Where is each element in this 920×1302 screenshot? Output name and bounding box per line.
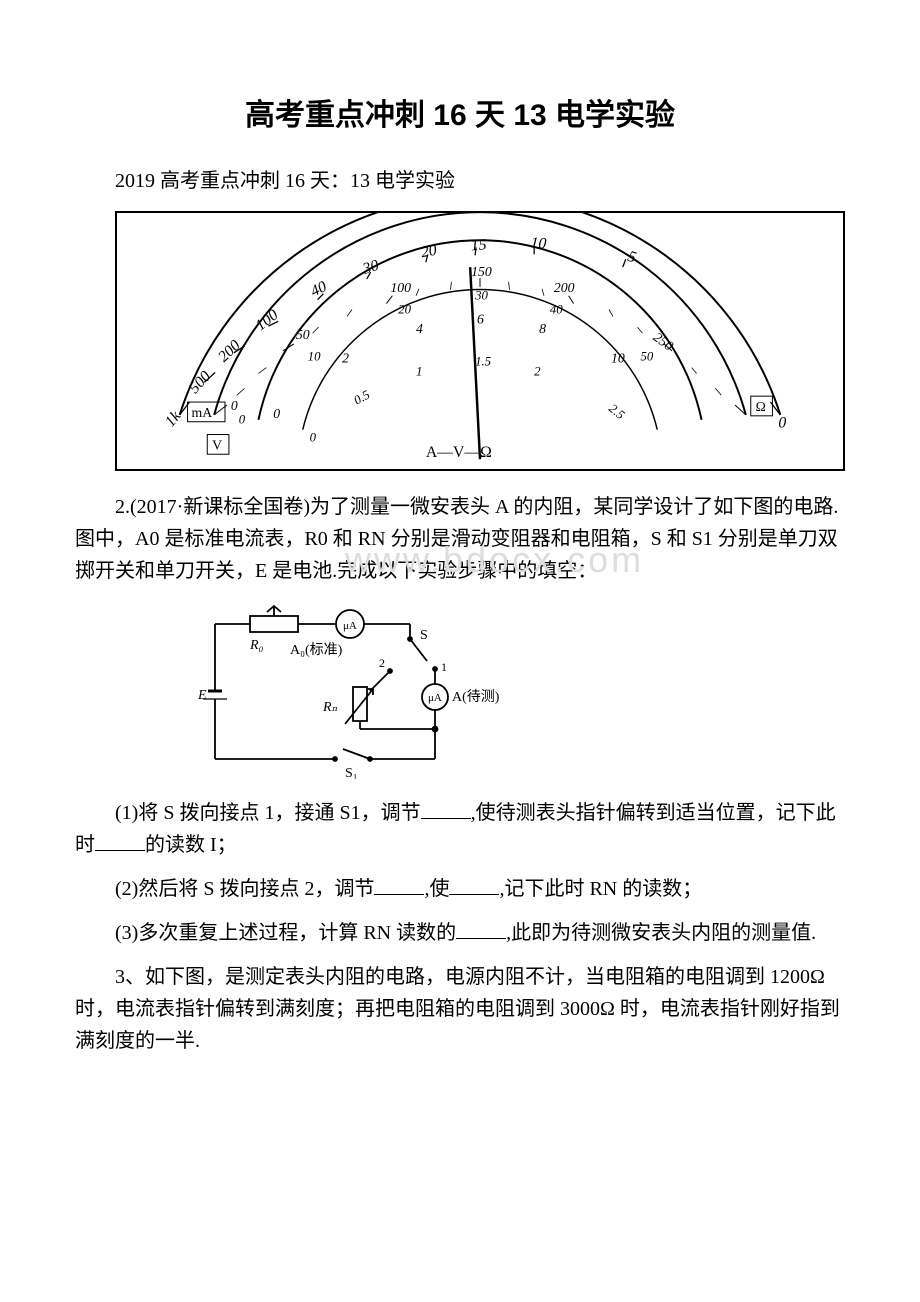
q3-text: 3、如下图，是测定表头内阻的电路，电源内阻不计，当电阻箱的电阻调到 1200Ω …: [75, 961, 845, 1057]
circuit-diagram: R₀ μA A₀(标准) S 1 2 Rₙ μA A(待测) E S₁: [195, 599, 505, 779]
q2-step3: (3)多次重复上述过程，计算 RN 读数的,此即为待测微安表头内阻的测量值.: [75, 917, 845, 949]
svg-text:10: 10: [308, 350, 321, 364]
multimeter-panel: 1k 500 200 100 40 30 20 15 10 5 0: [115, 211, 845, 471]
svg-text:4: 4: [416, 321, 423, 336]
q2-step2: (2)然后将 S 拨向接点 2，调节,使,记下此时 RN 的读数；: [75, 873, 845, 905]
svg-text:6: 6: [477, 311, 484, 326]
svg-text:2: 2: [379, 656, 385, 670]
svg-text:1.5: 1.5: [475, 355, 492, 369]
svg-text:0: 0: [778, 415, 786, 432]
svg-text:μA: μA: [343, 620, 357, 632]
svg-text:0: 0: [239, 413, 246, 427]
svg-text:A—V—Ω: A—V—Ω: [426, 444, 492, 461]
svg-text:S: S: [420, 628, 428, 643]
svg-text:A(待测): A(待测): [452, 689, 500, 705]
svg-text:0: 0: [273, 406, 280, 421]
q2-step1: (1)将 S 拨向接点 1，接通 S1，调节,使待测表头指针偏转到适当位置，记下…: [75, 797, 845, 861]
svg-text:8: 8: [539, 321, 546, 336]
svg-text:E: E: [197, 688, 207, 703]
svg-text:50: 50: [640, 350, 653, 364]
svg-text:100: 100: [252, 306, 281, 334]
svg-text:20: 20: [398, 302, 411, 316]
svg-text:mA: mA: [192, 405, 213, 420]
svg-text:Rₙ: Rₙ: [322, 700, 338, 715]
svg-text:200: 200: [554, 280, 575, 295]
svg-text:1: 1: [441, 660, 447, 674]
svg-text:30: 30: [474, 289, 488, 303]
svg-text:500: 500: [186, 368, 215, 397]
svg-text:40: 40: [308, 278, 330, 300]
svg-text:100: 100: [390, 280, 411, 295]
svg-text:15: 15: [470, 236, 487, 254]
svg-text:50: 50: [296, 327, 310, 342]
svg-text:A₀(标准): A₀(标准): [290, 642, 343, 658]
svg-text:V: V: [212, 437, 222, 452]
page-title: 高考重点冲刺 16 天 13 电学实验: [75, 90, 845, 134]
svg-text:150: 150: [471, 264, 492, 279]
svg-text:2: 2: [534, 364, 541, 378]
subtitle: 2019 高考重点冲刺 16 天：13 电学实验: [75, 164, 845, 193]
q2-intro: 2.(2017·新课标全国卷)为了测量一微安表头 A 的内阻，某同学设计了如下图…: [75, 491, 845, 587]
svg-text:R₀: R₀: [249, 638, 264, 653]
svg-text:2: 2: [342, 351, 349, 366]
svg-text:0.5: 0.5: [351, 387, 372, 407]
svg-text:0: 0: [231, 398, 238, 413]
svg-text:μA: μA: [428, 692, 442, 704]
svg-text:Ω: Ω: [756, 399, 766, 414]
svg-text:1: 1: [416, 364, 422, 378]
svg-text:S₁: S₁: [345, 766, 358, 779]
svg-text:2.5: 2.5: [606, 401, 628, 422]
svg-text:0: 0: [310, 430, 317, 444]
